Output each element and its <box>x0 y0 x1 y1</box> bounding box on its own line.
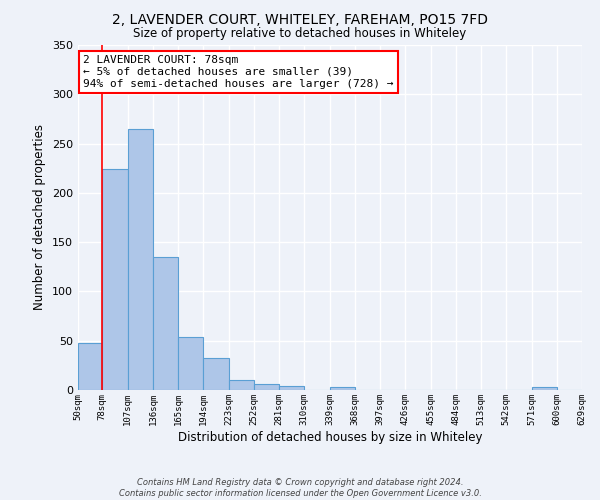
Bar <box>229 380 254 390</box>
Bar <box>203 358 229 390</box>
Bar <box>78 342 103 390</box>
Text: 2, LAVENDER COURT, WHITELEY, FAREHAM, PO15 7FD: 2, LAVENDER COURT, WHITELEY, FAREHAM, PO… <box>112 12 488 26</box>
Text: Size of property relative to detached houses in Whiteley: Size of property relative to detached ho… <box>133 28 467 40</box>
Bar <box>178 337 203 390</box>
Bar <box>153 257 178 390</box>
Text: 2 LAVENDER COURT: 78sqm
← 5% of detached houses are smaller (39)
94% of semi-det: 2 LAVENDER COURT: 78sqm ← 5% of detached… <box>83 56 394 88</box>
X-axis label: Distribution of detached houses by size in Whiteley: Distribution of detached houses by size … <box>178 430 482 444</box>
Bar <box>532 387 557 390</box>
Y-axis label: Number of detached properties: Number of detached properties <box>34 124 46 310</box>
Bar <box>128 129 153 390</box>
Bar <box>103 169 128 390</box>
Bar <box>254 384 279 390</box>
Text: Contains HM Land Registry data © Crown copyright and database right 2024.
Contai: Contains HM Land Registry data © Crown c… <box>119 478 481 498</box>
Bar <box>279 386 304 390</box>
Bar <box>329 387 355 390</box>
